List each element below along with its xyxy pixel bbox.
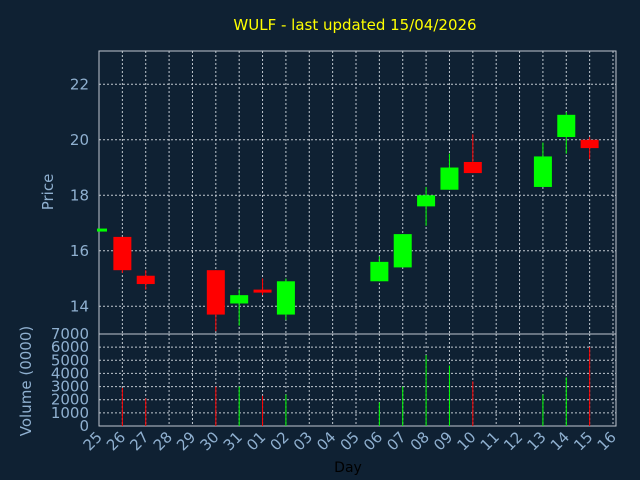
candle — [533, 142, 552, 187]
candle — [230, 289, 249, 326]
x-tick-label: 29 — [173, 428, 199, 454]
price-tick-label: 20 — [70, 131, 89, 149]
x-tick-label: 09 — [430, 428, 456, 454]
volume-frame — [98, 333, 617, 427]
volume-axis-label: Volume (0000) — [17, 326, 35, 436]
volume-tick-label: 4000 — [51, 364, 89, 382]
x-tick-label: 16 — [594, 428, 620, 454]
candle-body — [463, 161, 482, 174]
candle-body — [276, 281, 295, 315]
candle — [276, 278, 295, 321]
price-tick-label: 16 — [70, 242, 89, 260]
chart-title: WULF - last updated 15/04/2026 — [233, 16, 476, 34]
volume-panel: 0100020003000400050006000700025262728293… — [51, 325, 620, 454]
candle-body — [206, 270, 225, 315]
candle — [136, 270, 155, 290]
candle — [440, 153, 459, 190]
volume-tick-label: 7000 — [51, 325, 89, 343]
volume-tick-label: 2000 — [51, 391, 89, 409]
x-tick-label: 12 — [500, 428, 526, 454]
volume-tick-label: 1000 — [51, 404, 89, 422]
candle-body — [253, 289, 272, 293]
candle — [370, 256, 389, 282]
x-tick-label: 31 — [220, 428, 246, 454]
x-tick-label: 08 — [407, 428, 433, 454]
candle-body — [440, 167, 459, 190]
x-tick-label: 04 — [313, 428, 339, 454]
x-tick-label: 26 — [103, 428, 129, 454]
price-tick-label: 22 — [70, 75, 89, 93]
x-tick-label: 27 — [126, 428, 152, 454]
volume-tick-label: 6000 — [51, 338, 89, 356]
x-tick-label: 01 — [243, 428, 269, 454]
x-tick-label: 10 — [453, 428, 479, 454]
candle — [113, 236, 132, 273]
x-tick-label: 13 — [524, 428, 550, 454]
candle-body — [533, 156, 552, 187]
candle — [393, 234, 412, 268]
candle — [557, 112, 576, 154]
x-tick-label: 15 — [570, 428, 596, 454]
candle-body — [136, 275, 155, 285]
price-tick-label: 18 — [70, 186, 89, 204]
candle-body — [417, 195, 436, 207]
volume-tick-label: 3000 — [51, 378, 89, 396]
candle-body — [113, 236, 132, 271]
candle-body — [393, 234, 412, 268]
candle-body — [557, 114, 576, 138]
volume-tick-label: 0 — [79, 417, 89, 435]
x-tick-label: 11 — [477, 428, 503, 454]
candle — [463, 134, 482, 174]
x-tick-label: 05 — [337, 428, 363, 454]
price-panel: 14 16 18 20 22 — [70, 50, 617, 335]
x-tick-label: 14 — [547, 428, 573, 454]
candle — [97, 228, 107, 232]
x-tick-label: 02 — [267, 428, 293, 454]
candle — [253, 278, 272, 296]
volume-tick-label: 5000 — [51, 351, 89, 369]
price-tick-label: 14 — [70, 297, 89, 315]
x-tick-label: 06 — [360, 428, 386, 454]
candle — [206, 270, 225, 332]
candle — [417, 186, 436, 226]
x-tick-label: 28 — [150, 428, 176, 454]
price-axis-label: Price — [39, 174, 57, 211]
x-tick-label: 03 — [290, 428, 316, 454]
x-tick-label: 30 — [196, 428, 222, 454]
candle-body — [580, 139, 599, 149]
x-tick-label: 07 — [383, 428, 409, 454]
candle-body — [97, 228, 107, 232]
x-axis-label: Day — [334, 460, 362, 476]
candle — [580, 137, 599, 160]
price-frame — [98, 50, 617, 335]
candle-body — [370, 261, 389, 282]
candle-body — [230, 295, 249, 304]
